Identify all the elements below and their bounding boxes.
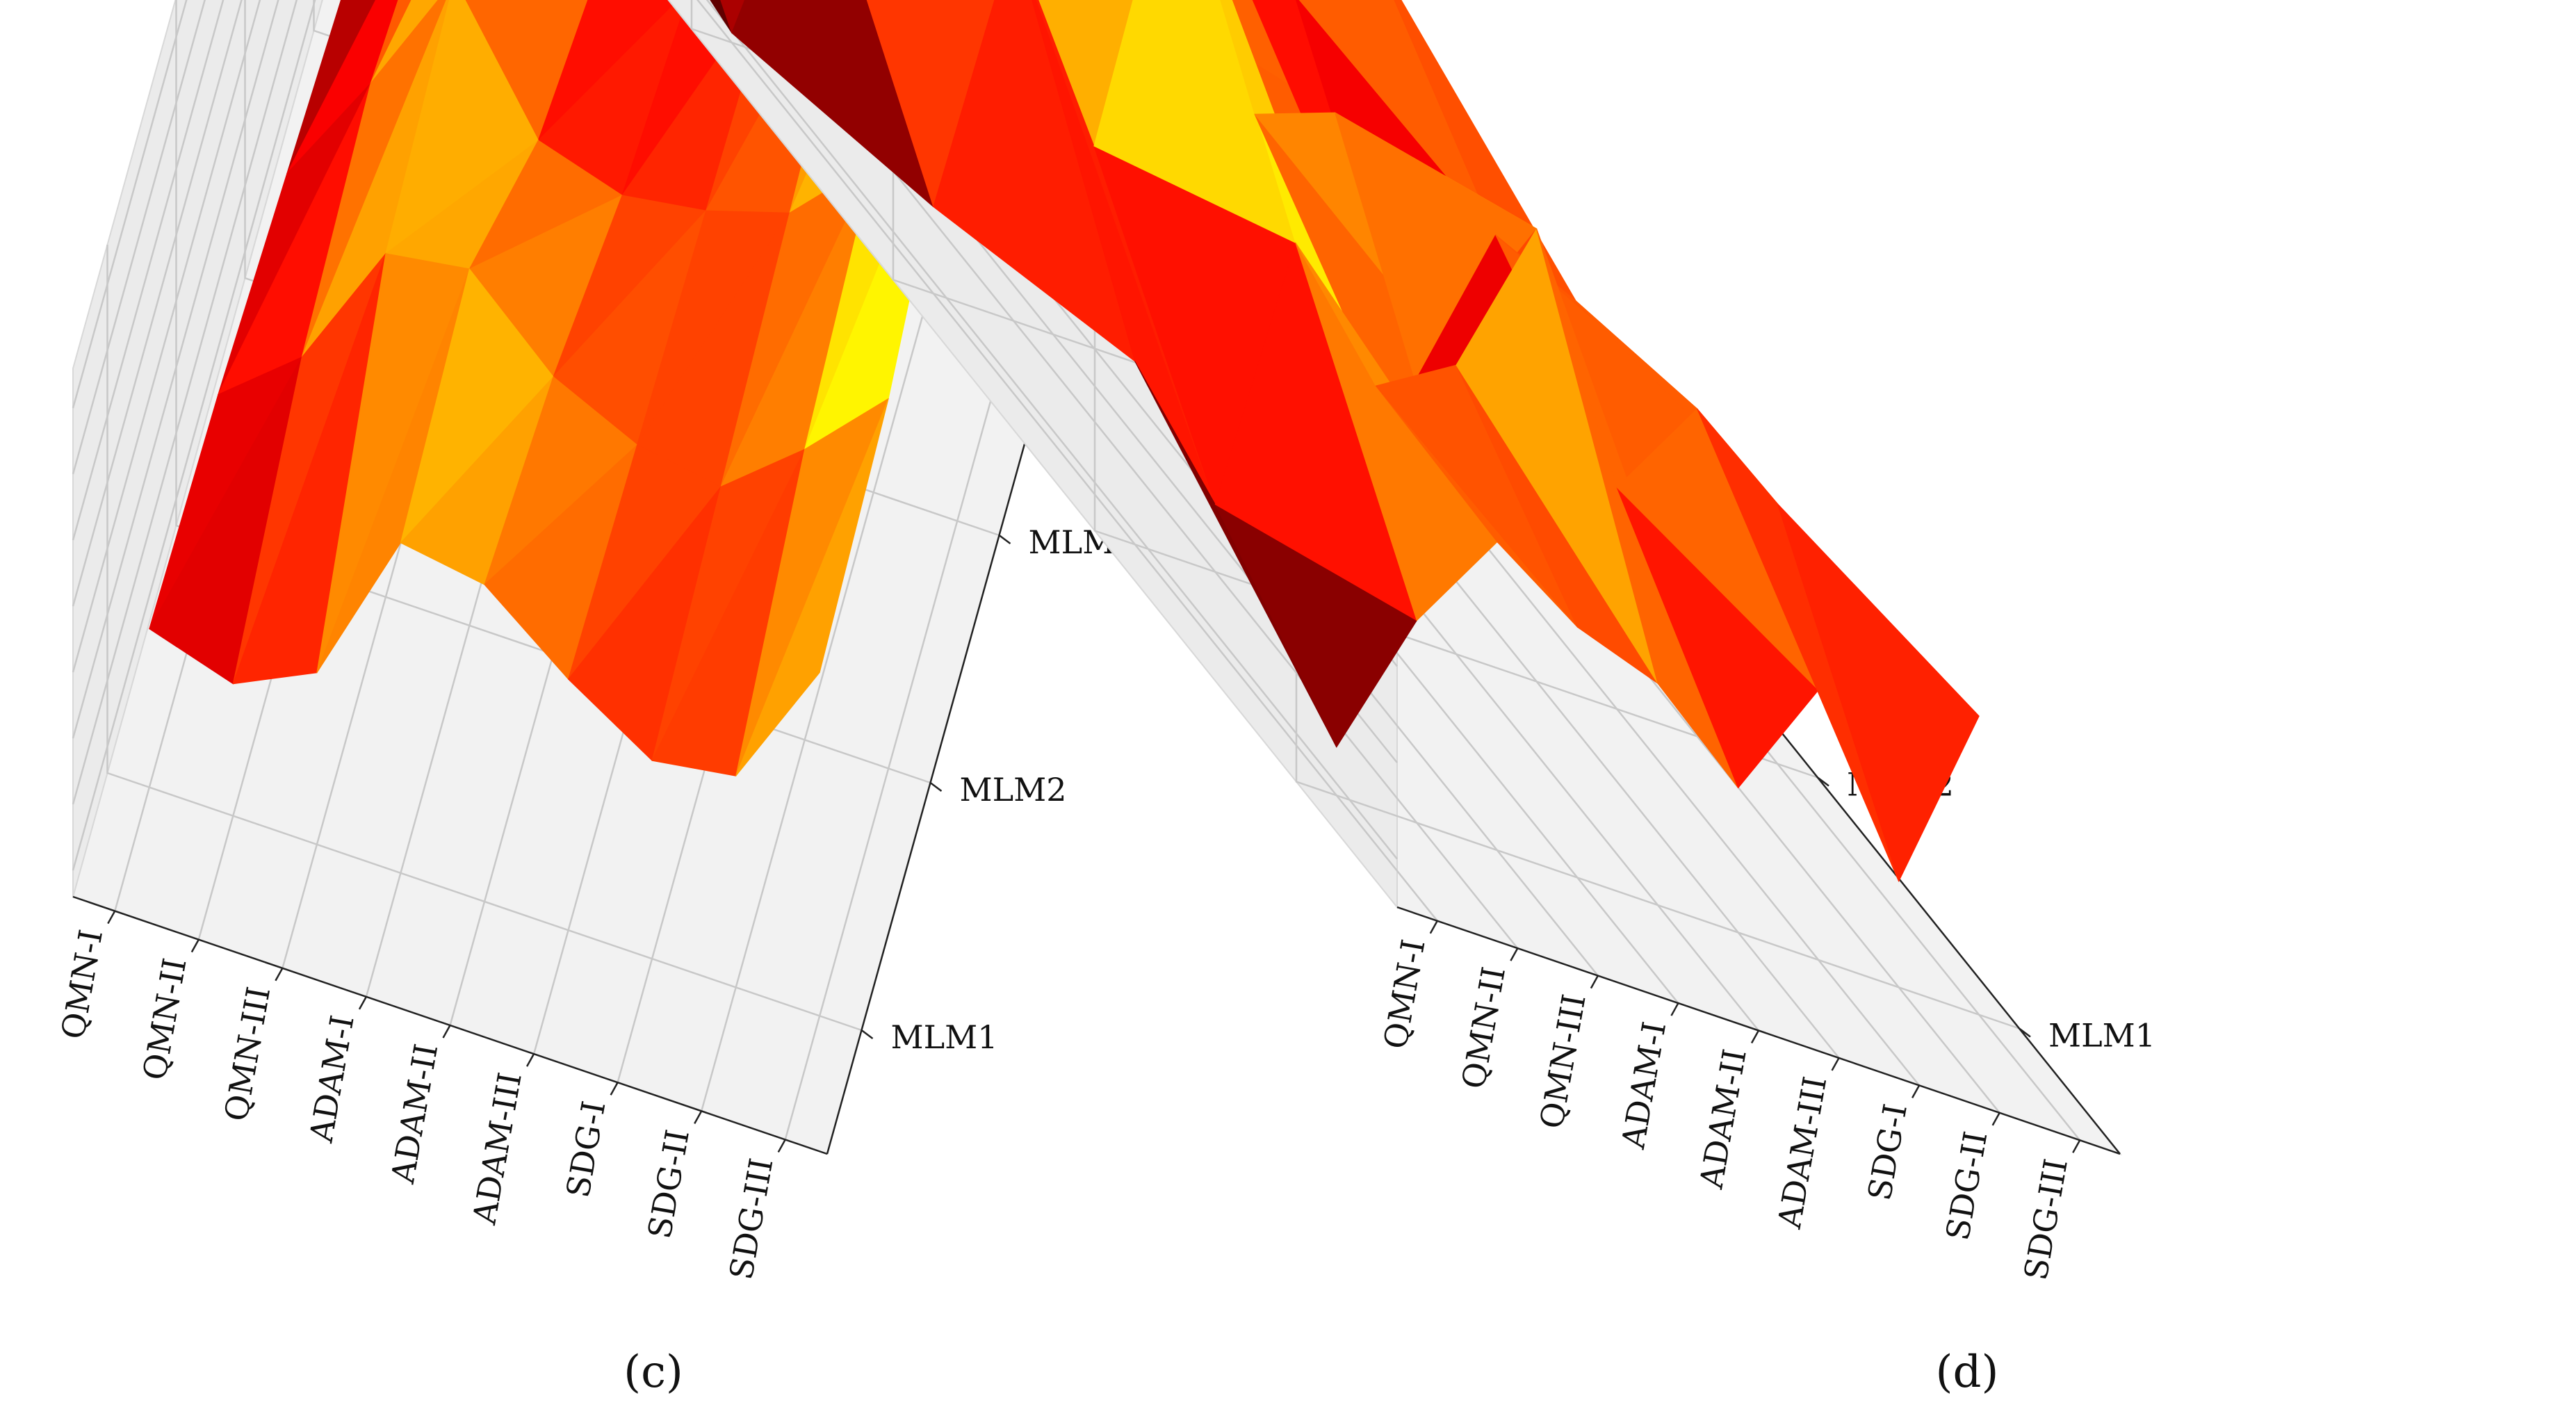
x-tick-label: SDG-II — [640, 1127, 696, 1242]
x-tick — [358, 996, 368, 1010]
x-tick — [525, 1053, 535, 1067]
x-tick — [442, 1025, 451, 1039]
z-gridline — [783, 0, 1398, 763]
x-gridline — [696, 0, 1438, 922]
x-tick-label: SDG-I — [1861, 1101, 1914, 1203]
z-gridline — [72, 0, 279, 739]
x-tick — [2072, 1139, 2081, 1153]
caption-c: (c) — [623, 1346, 683, 1398]
x-tick-label: ADAM-I — [1614, 1019, 1673, 1153]
x-tick-label: QMN-II — [136, 955, 194, 1083]
x-tick-label: ADAM-II — [1692, 1046, 1753, 1192]
x-tick-label: QMN-I — [54, 927, 110, 1042]
z-gridline — [72, 0, 261, 673]
y-tick — [1817, 776, 1829, 787]
x-tick-label: ADAM-II — [384, 1041, 445, 1187]
z-gridline — [72, 0, 225, 541]
z-gridline — [72, 0, 206, 475]
x-tick-label: ADAM-III — [1770, 1073, 1834, 1231]
x-tick-label: ADAM-III — [465, 1070, 529, 1228]
x-tick — [1911, 1084, 1921, 1098]
x-tick — [777, 1139, 786, 1153]
x-tick — [107, 910, 116, 925]
x-gridline — [1104, 0, 2000, 1114]
surface-facet — [735, 398, 889, 776]
x-tick-label: QMN-I — [1376, 936, 1433, 1052]
y-tick-label: MLM2 — [960, 771, 1067, 808]
x-tick — [1590, 975, 1599, 989]
y-tick-label: MLM1 — [891, 1018, 998, 1056]
x-gridline — [365, 0, 644, 998]
x-gridline — [700, 0, 1011, 1112]
surface-facet — [710, 0, 733, 33]
y-tick — [998, 535, 1011, 544]
x-gridline — [282, 0, 553, 969]
x-gridline — [784, 0, 1103, 1140]
x-tick-label: QMN-III — [1533, 991, 1593, 1132]
y-tick-label: MLM1 — [2048, 1017, 2155, 1055]
y-tick — [929, 782, 943, 792]
x-tick-label: SDG-III — [2016, 1156, 2075, 1283]
left-wall-pane — [72, 0, 323, 897]
x-gridline — [754, 0, 1519, 949]
surface-facet — [1777, 503, 1980, 882]
x-tick — [1670, 1002, 1679, 1016]
x-tick-label: SDG-III — [722, 1155, 781, 1283]
x-tick — [610, 1082, 619, 1096]
x-tick — [1510, 947, 1519, 961]
z-gridline — [72, 0, 243, 607]
x-tick-label: SDG-II — [1939, 1128, 1995, 1243]
surface-facet — [720, 0, 746, 33]
x-tick — [190, 939, 199, 953]
x-tick — [275, 968, 284, 982]
z-gridline — [72, 0, 316, 871]
x-tick-label: ADAM-I — [302, 1012, 361, 1146]
surface — [710, 0, 1980, 882]
y-tick — [861, 1030, 874, 1039]
x-gridline — [988, 0, 1840, 1059]
x-tick-label: QMN-II — [1454, 964, 1513, 1092]
x-tick — [694, 1110, 703, 1124]
x-tick — [1831, 1057, 1840, 1071]
x-tick-label: SDG-I — [559, 1098, 612, 1201]
y-tick — [2019, 1027, 2031, 1038]
panel-d-chart: QMN-I QMN-II QMN-III ADAM-I ADAM-II ADAM-III S… — [667, 0, 2155, 1283]
x-gridline — [1046, 0, 1921, 1087]
x-tick — [1750, 1030, 1760, 1044]
x-tick — [1991, 1112, 2000, 1126]
caption-d: (d) — [1936, 1346, 1999, 1398]
x-tick — [1429, 920, 1438, 934]
x-tick-label: QMN-III — [217, 984, 277, 1124]
y-gridline — [106, 245, 862, 1032]
z-gridline — [72, 0, 298, 805]
z-gridline — [706, 0, 1398, 860]
